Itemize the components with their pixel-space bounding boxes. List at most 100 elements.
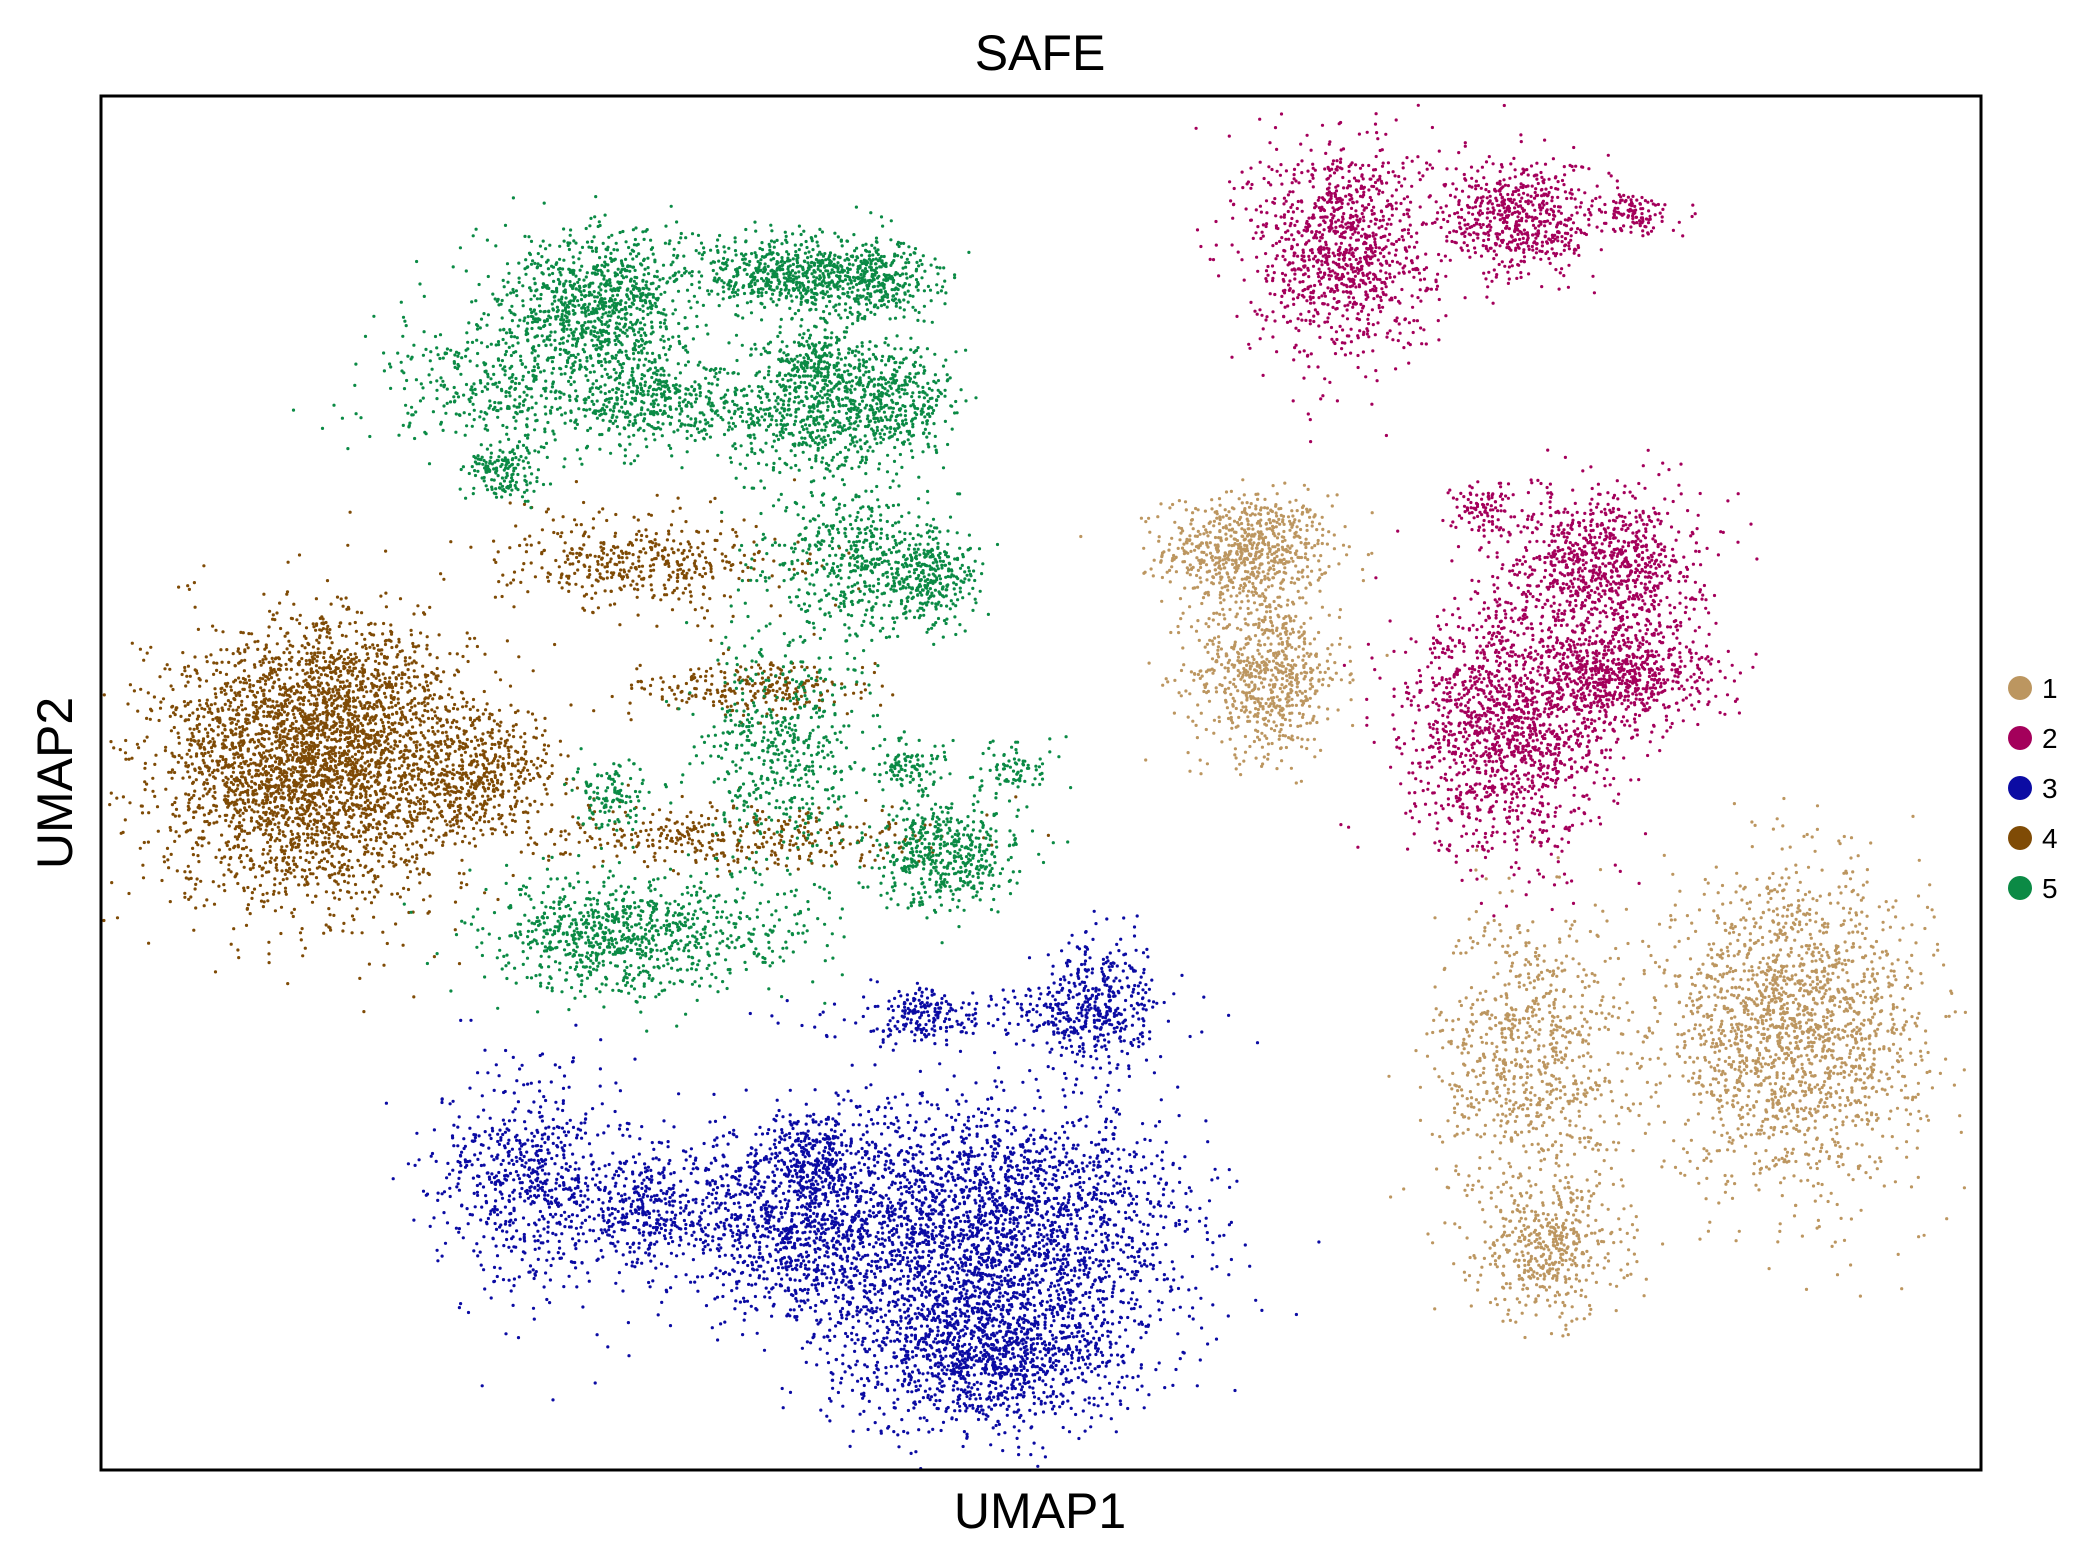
data-point [1849, 1263, 1853, 1267]
data-point [1587, 1259, 1591, 1263]
data-point [1258, 204, 1262, 208]
data-point [1298, 689, 1302, 693]
data-point [1506, 1312, 1510, 1316]
data-point [1249, 502, 1253, 506]
data-point [1173, 520, 1177, 524]
data-point [1864, 926, 1868, 931]
data-point [1781, 1024, 1785, 1029]
data-point [1295, 681, 1299, 686]
data-point [1555, 1290, 1560, 1294]
data-point [1554, 988, 1558, 992]
data-point [1300, 703, 1304, 707]
data-point [1431, 1241, 1435, 1245]
data-point [1719, 948, 1723, 952]
data-point [1532, 979, 1536, 983]
data-point [1247, 342, 1251, 346]
data-point [1498, 923, 1502, 927]
data-point [1815, 1166, 1819, 1171]
data-point [1230, 562, 1235, 567]
data-point [1274, 503, 1278, 507]
data-point [1575, 1097, 1579, 1101]
data-point [1895, 1106, 1900, 1110]
data-point [1374, 154, 1378, 159]
data-point [1683, 1040, 1687, 1044]
data-point [1542, 1285, 1546, 1289]
data-point [1612, 1140, 1616, 1144]
data-point [1198, 676, 1202, 681]
data-point [1506, 944, 1510, 948]
data-point [1317, 559, 1321, 563]
data-point [1637, 1113, 1641, 1118]
data-point [1756, 1056, 1761, 1061]
data-point [1486, 921, 1490, 925]
data-point [1848, 997, 1852, 1001]
data-point [1827, 1039, 1831, 1043]
data-point [1488, 1262, 1492, 1266]
data-point [1300, 745, 1304, 749]
data-point [1741, 1059, 1745, 1063]
data-point [1578, 1136, 1582, 1141]
data-point [1171, 502, 1175, 507]
data-point [1958, 1114, 1962, 1118]
data-point [1498, 891, 1502, 895]
data-point [1247, 612, 1251, 616]
data-point [1559, 1019, 1563, 1023]
data-point [1246, 599, 1250, 603]
data-point [1733, 1067, 1737, 1071]
data-point [1453, 1095, 1457, 1099]
data-point [1289, 687, 1293, 692]
data-point [1908, 1112, 1913, 1116]
data-point [1460, 1094, 1464, 1098]
data-point [1542, 1277, 1546, 1281]
data-point [1330, 200, 1334, 204]
data-point [1813, 1001, 1817, 1005]
data-point [1242, 691, 1246, 695]
data-point [1316, 578, 1320, 582]
data-point [1773, 958, 1777, 963]
data-point [1323, 294, 1327, 298]
data-point [1783, 932, 1787, 936]
data-point [1347, 169, 1351, 173]
data-point [1877, 1047, 1882, 1051]
data-point [1846, 1098, 1850, 1102]
data-point [1330, 504, 1334, 508]
data-point [1878, 1010, 1883, 1014]
data-point [1741, 999, 1745, 1003]
data-point [1538, 1285, 1542, 1289]
data-point [1513, 1130, 1517, 1134]
data-point [1804, 1140, 1808, 1144]
data-point [1288, 546, 1292, 550]
data-point [1880, 1087, 1884, 1091]
data-point [1710, 1090, 1714, 1094]
data-point [1217, 715, 1221, 719]
data-point [1811, 1033, 1815, 1037]
data-point [1730, 1174, 1734, 1178]
data-point [1571, 1192, 1575, 1196]
data-point [1526, 1107, 1530, 1111]
data-point [1785, 1010, 1789, 1015]
data-point [1223, 508, 1227, 512]
data-point [1785, 964, 1789, 968]
data-point [1525, 1191, 1529, 1195]
data-point [1686, 936, 1690, 941]
data-point [1605, 1148, 1609, 1152]
data-point [1765, 1048, 1769, 1052]
data-point [1247, 580, 1251, 584]
data-point [1551, 1267, 1555, 1271]
data-point [1801, 1075, 1805, 1079]
data-point [1695, 1166, 1700, 1170]
data-point [1246, 641, 1250, 646]
data-point [1709, 1159, 1713, 1163]
data-point [1647, 944, 1651, 949]
data-point [1668, 1074, 1672, 1078]
data-point [1299, 699, 1303, 703]
data-point [1188, 692, 1192, 696]
data-point [1482, 934, 1486, 938]
data-point [1697, 967, 1701, 972]
data-point [1291, 559, 1295, 563]
data-point [1826, 953, 1830, 957]
data-point [1771, 827, 1775, 831]
data-point [1199, 669, 1203, 673]
data-point [1309, 652, 1313, 656]
data-point [1829, 901, 1833, 905]
